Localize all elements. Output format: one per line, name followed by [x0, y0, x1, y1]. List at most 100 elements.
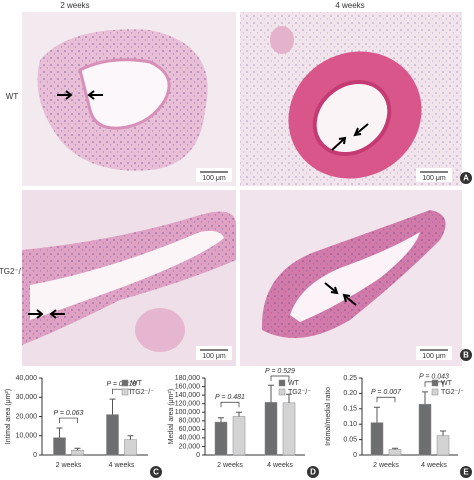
y-tick-label: 30,000	[16, 394, 38, 401]
bar	[214, 421, 228, 456]
significance-bracket	[270, 375, 290, 381]
panel-badge	[150, 466, 162, 478]
panel-label: A	[463, 174, 469, 183]
y-tick-label: 100,000	[175, 409, 200, 416]
error-bar	[56, 427, 63, 438]
y-tick-label: 160,000	[175, 383, 200, 390]
error-bar	[374, 406, 380, 423]
y-tick-label: 60,000	[179, 426, 201, 433]
error-bar	[218, 417, 224, 423]
p-value: P = 0.481	[215, 394, 245, 401]
y-axis-title: Intimal area (μm²)	[5, 389, 12, 444]
y-tick-label: 0	[353, 452, 357, 459]
p-value: P = 0.063	[54, 410, 84, 417]
legend-swatch	[121, 379, 129, 387]
error-bar	[286, 393, 292, 403]
micrograph	[240, 190, 462, 366]
x-tick-label: 4 weeks	[421, 462, 447, 469]
error-bar	[392, 447, 398, 450]
y-tick-label: 10,000	[16, 433, 38, 440]
panel-label: B	[463, 351, 469, 360]
y-tick-label: 40,000	[16, 375, 38, 382]
x-tick-label: 2 weeks	[373, 462, 399, 469]
y-tick-label: 0.20	[343, 390, 357, 397]
y-tick-label: 0	[196, 452, 200, 459]
legend-label: WT	[441, 380, 453, 387]
scale-bar: 100 μm 100 μm 100 μm 100 μm	[196, 168, 452, 360]
x-tick-label: 2 weeks	[56, 462, 82, 469]
panel-badge	[460, 172, 472, 184]
y-tick-label: 0.10	[343, 421, 357, 428]
significance-bracket	[220, 401, 240, 408]
significance-bracket	[59, 417, 78, 424]
x-tick-label: 4 weeks	[267, 462, 293, 469]
error-bar	[109, 398, 116, 415]
y-tick-label: 20,000	[179, 443, 201, 450]
bar	[418, 403, 432, 456]
bar	[232, 416, 246, 456]
legend-swatch	[278, 388, 286, 396]
legend-label: WT	[131, 380, 143, 387]
bar	[53, 437, 66, 456]
legend-swatch	[121, 388, 129, 396]
error-bar	[268, 384, 274, 403]
micrograph	[240, 12, 462, 186]
p-value: P = 0.007	[371, 389, 402, 396]
micrograph	[22, 12, 236, 186]
y-tick-label: 0.25	[343, 375, 357, 382]
legend-swatch	[431, 388, 439, 396]
legend-label: TG2⁻/⁻	[441, 389, 464, 396]
row-label: WT	[6, 92, 19, 101]
scale-bar-label: 100 μm	[422, 175, 446, 182]
y-tick-label: 140,000	[175, 392, 200, 399]
y-tick-label: 80,000	[179, 418, 201, 425]
y-tick-label: 0.05	[343, 436, 357, 443]
y-tick-label: 20,000	[16, 413, 38, 420]
significance-bracket	[112, 388, 131, 395]
scale-bar-label: 100 μm	[202, 353, 226, 360]
scale-bar-label: 100 μm	[202, 175, 226, 182]
error-bar	[74, 447, 81, 451]
bar	[124, 439, 137, 456]
bar	[264, 402, 278, 456]
significance-bracket	[376, 396, 396, 403]
bar	[388, 449, 402, 456]
legend-label: TG2⁻/⁻	[288, 389, 311, 396]
scale-bar-label: 100 μm	[422, 353, 446, 360]
bar	[436, 435, 450, 456]
panel-badge	[460, 349, 472, 361]
error-bar	[127, 435, 134, 440]
bar	[370, 422, 384, 456]
y-tick-label: 120,000	[175, 401, 200, 408]
panel-badge	[307, 466, 319, 478]
p-value: P = 0.529	[265, 368, 295, 375]
panel-badge	[460, 466, 472, 478]
legend-label: WT	[288, 380, 300, 387]
legend-label: TG2⁻/⁻	[131, 389, 154, 396]
y-tick-label: 0.15	[343, 406, 357, 413]
y-tick-label: 40,000	[179, 435, 201, 442]
legend-swatch	[278, 379, 286, 387]
y-tick-label: 180,000	[175, 375, 200, 382]
row-label: TG2⁻/⁻	[0, 267, 25, 276]
x-tick-label: 2 weeks	[217, 462, 243, 469]
panel-label: D	[310, 468, 316, 477]
micrograph	[22, 190, 236, 366]
bar	[282, 402, 296, 456]
bar	[71, 449, 84, 456]
column-label: 2 weeks	[60, 1, 89, 10]
y-axis-title: Medial area (μm²)	[168, 389, 175, 444]
y-tick-label: 0	[33, 452, 37, 459]
x-tick-label: 4 weeks	[109, 462, 135, 469]
column-label: 4 weeks	[335, 1, 364, 10]
error-bar	[422, 391, 428, 405]
error-bar	[440, 430, 446, 436]
panel-label: E	[463, 468, 469, 477]
error-bar	[236, 411, 242, 417]
p-value: P = 0.043	[419, 374, 449, 381]
p-value: P = 0.218	[107, 381, 137, 388]
y-axis-title: Intimal/medial ratio	[325, 387, 332, 446]
legend-swatch	[431, 379, 439, 387]
panel-label: C	[153, 468, 159, 477]
bar	[106, 414, 119, 456]
